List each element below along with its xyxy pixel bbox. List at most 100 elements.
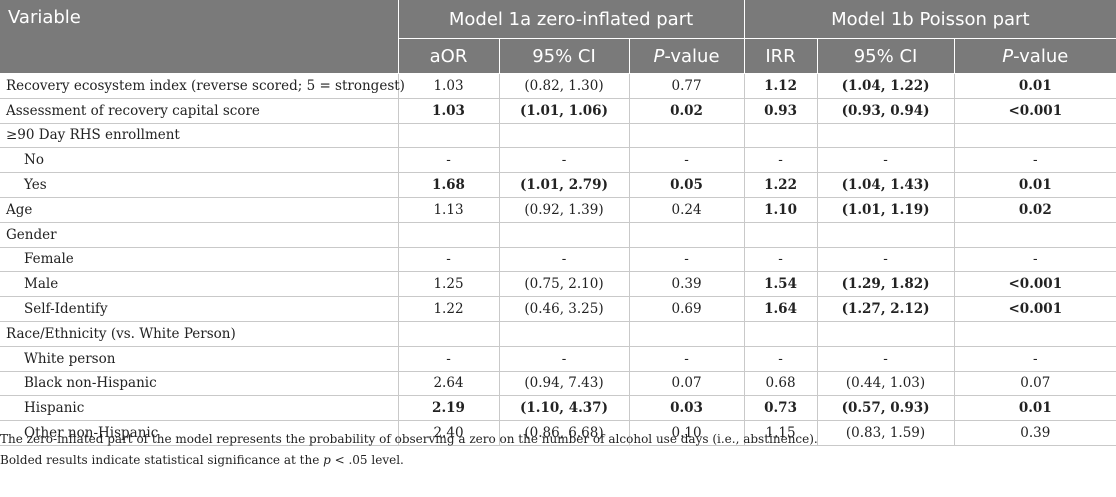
aor-cell <box>398 321 500 347</box>
table-row: White person - - - - - - <box>0 346 1116 372</box>
irr-cell: - <box>744 247 818 273</box>
ci-cell: (0.93, 0.94) <box>817 98 955 124</box>
p-value-cell: - <box>954 147 1116 174</box>
irr-cell: - <box>744 346 818 372</box>
row-label: Age <box>0 197 399 223</box>
table-row: Other non-Hispanic 2.40 (0.86, 6.68) 0.1… <box>0 420 1116 446</box>
aor-cell: - <box>398 147 500 174</box>
irr-cell: 0.93 <box>744 98 818 124</box>
aor-cell: 1.25 <box>398 271 500 298</box>
aor-cell <box>398 123 500 149</box>
ci-cell: (0.44, 1.03) <box>817 371 955 397</box>
row-label: Black non-Hispanic <box>0 371 399 397</box>
model-1a-group-header: Model 1a zero-inflated part <box>398 0 745 39</box>
p-value-column-header-1b: P-value <box>954 38 1116 74</box>
ci-column-header-1b: 95% CI <box>817 38 955 74</box>
irr-cell: 1.64 <box>744 296 818 322</box>
ci-cell: (1.04, 1.43) <box>817 172 955 198</box>
row-label: No <box>0 147 399 174</box>
ci-cell: (0.46, 3.25) <box>499 296 630 322</box>
row-label: Female <box>0 247 399 273</box>
ci-cell: - <box>499 147 630 174</box>
ci-cell: (0.94, 7.43) <box>499 371 630 397</box>
p-value-cell: <0.001 <box>954 271 1116 298</box>
ci-cell: (1.04, 1.22) <box>817 73 955 99</box>
footnote-bold-significance: Bolded results indicate statistical sign… <box>0 453 404 467</box>
row-label: Assessment of recovery capital score <box>0 98 399 124</box>
p-value-cell: 0.01 <box>954 73 1116 99</box>
table-row: Hispanic 2.19 (1.10, 4.37) 0.03 0.73 (0.… <box>0 395 1116 422</box>
ci-cell: (0.57, 0.93) <box>817 395 955 422</box>
p-value-cell: 0.02 <box>629 98 745 124</box>
row-label: Race/Ethnicity (vs. White Person) <box>0 321 399 347</box>
ci-cell: (1.10, 4.37) <box>499 395 630 422</box>
p-value-cell <box>954 222 1116 248</box>
aor-cell: 1.22 <box>398 296 500 322</box>
table-row: Male 1.25 (0.75, 2.10) 0.39 1.54 (1.29, … <box>0 271 1116 298</box>
ci-cell: - <box>499 247 630 273</box>
irr-cell: 1.22 <box>744 172 818 198</box>
results-table: Variable Model 1a zero-inflated part Mod… <box>0 0 1116 446</box>
row-label: Other non-Hispanic <box>0 420 399 446</box>
p-value-cell: 0.02 <box>954 197 1116 223</box>
ci-cell <box>499 123 630 149</box>
p-value-cell: - <box>954 346 1116 372</box>
p-value-cell <box>629 222 745 248</box>
ci-cell: (1.29, 1.82) <box>817 271 955 298</box>
row-label: Hispanic <box>0 395 399 422</box>
irr-cell <box>744 123 818 149</box>
row-label: Self-Identify <box>0 296 399 322</box>
table-row: Gender <box>0 222 1116 248</box>
table-row: ≥90 Day RHS enrollment <box>0 123 1116 149</box>
ci-cell: (1.01, 1.19) <box>817 197 955 223</box>
p-value-cell: 0.39 <box>954 420 1116 446</box>
p-value-cell <box>629 123 745 149</box>
table-row: Yes 1.68 (1.01, 2.79) 0.05 1.22 (1.04, 1… <box>0 172 1116 198</box>
ci-cell <box>817 321 955 347</box>
p-value-cell: 0.07 <box>629 371 745 397</box>
ci-cell: (0.92, 1.39) <box>499 197 630 223</box>
aor-cell: - <box>398 346 500 372</box>
p-value-cell: 0.69 <box>629 296 745 322</box>
aor-cell <box>398 222 500 248</box>
p-value-cell: <0.001 <box>954 98 1116 124</box>
p-value-cell: - <box>629 247 745 273</box>
irr-cell: 1.12 <box>744 73 818 99</box>
p-value-cell: 0.39 <box>629 271 745 298</box>
aor-cell: 2.19 <box>398 395 500 422</box>
ci-cell: - <box>499 346 630 372</box>
ci-cell: - <box>817 247 955 273</box>
row-label: Gender <box>0 222 399 248</box>
ci-cell <box>817 123 955 149</box>
p-value-cell: 0.24 <box>629 197 745 223</box>
row-label: ≥90 Day RHS enrollment <box>0 123 399 149</box>
table-row: Age 1.13 (0.92, 1.39) 0.24 1.10 (1.01, 1… <box>0 197 1116 223</box>
ci-cell: (1.01, 2.79) <box>499 172 630 198</box>
irr-cell: 1.10 <box>744 197 818 223</box>
aor-cell: 1.68 <box>398 172 500 198</box>
irr-cell: 1.54 <box>744 271 818 298</box>
p-value-cell: - <box>629 147 745 174</box>
aor-cell: 1.03 <box>398 98 500 124</box>
aor-cell: 1.13 <box>398 197 500 223</box>
table-row: Black non-Hispanic 2.64 (0.94, 7.43) 0.0… <box>0 371 1116 397</box>
ci-column-header-1a: 95% CI <box>499 38 630 74</box>
irr-cell <box>744 321 818 347</box>
p-value-cell: 0.03 <box>629 395 745 422</box>
aor-cell: 1.03 <box>398 73 500 99</box>
row-label: White person <box>0 346 399 372</box>
ci-cell: (0.86, 6.68) <box>499 420 630 446</box>
p-value-cell: - <box>954 247 1116 273</box>
p-value-cell <box>629 321 745 347</box>
table-row: No - - - - - - <box>0 147 1116 174</box>
irr-cell: 1.15 <box>744 420 818 446</box>
p-value-cell: 0.05 <box>629 172 745 198</box>
ci-cell <box>817 222 955 248</box>
ci-cell: - <box>817 346 955 372</box>
irr-cell: 0.68 <box>744 371 818 397</box>
aor-column-header: aOR <box>398 38 500 74</box>
p-value-cell: - <box>629 346 745 372</box>
table-row: Female - - - - - - <box>0 247 1116 273</box>
p-value-cell: 0.07 <box>954 371 1116 397</box>
ci-cell: (1.01, 1.06) <box>499 98 630 124</box>
